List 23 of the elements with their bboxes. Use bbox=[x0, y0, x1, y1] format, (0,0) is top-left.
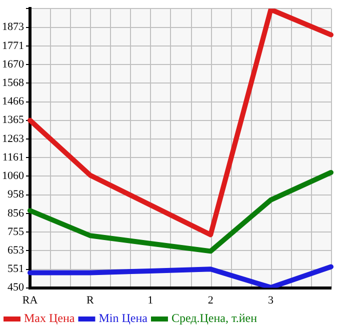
x-tick-label: 1 bbox=[148, 294, 154, 306]
x-tick-label: 3 bbox=[268, 294, 274, 306]
x-tick-label: R bbox=[86, 294, 95, 306]
y-tick-label: 1873 bbox=[2, 21, 24, 34]
y-tick-label: 755 bbox=[8, 226, 24, 238]
legend-label: Сред.Цена, т.йен bbox=[171, 311, 258, 326]
y-tick-label: 1161 bbox=[2, 152, 24, 164]
legend-label: Max Цена bbox=[24, 311, 76, 326]
x-tick-label: 2 bbox=[208, 294, 214, 306]
y-tick-label: 856 bbox=[8, 207, 24, 220]
legend-label: Min Цена bbox=[98, 311, 148, 326]
y-tick-label: 958 bbox=[8, 188, 24, 201]
y-tick-label: 1568 bbox=[2, 77, 24, 90]
y-tick-label: 1263 bbox=[2, 132, 24, 145]
x-tick-label: RA bbox=[22, 294, 38, 306]
y-tick-label: 1670 bbox=[2, 58, 24, 70]
y-tick-label: 1060 bbox=[2, 170, 24, 182]
y-tick-label: 1466 bbox=[2, 96, 24, 108]
y-tick-label: 551 bbox=[8, 263, 24, 276]
y-tick-label: 653 bbox=[8, 244, 24, 257]
y-tick-label: 1771 bbox=[2, 40, 24, 52]
y-tick-label: 1365 bbox=[2, 114, 24, 126]
y-tick-label: 450 bbox=[8, 282, 24, 294]
